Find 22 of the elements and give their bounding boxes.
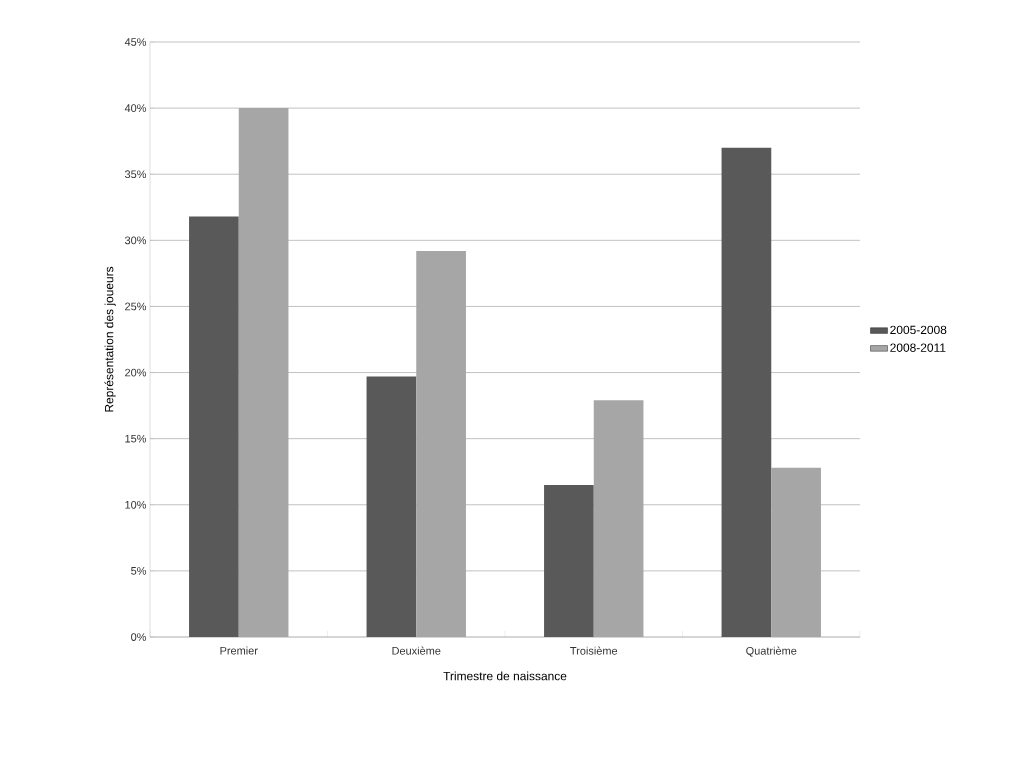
x-tick-label: Premier <box>220 646 258 655</box>
y-tick-label: 40% <box>124 104 147 112</box>
x-tick-label: Troisième <box>570 646 618 655</box>
y-tick-label: 20% <box>125 368 147 377</box>
bar <box>366 376 417 637</box>
y-axis-title: Représentation des joueurs <box>104 266 116 412</box>
y-tick-label: 10% <box>125 500 147 509</box>
y-tick-label: 0% <box>131 633 147 641</box>
y-tick-label: 15% <box>125 434 147 443</box>
bar <box>189 216 239 637</box>
y-tick-label: 45% <box>124 38 147 46</box>
bar <box>544 484 594 637</box>
legend-label: 2005-2008 <box>890 325 947 335</box>
x-axis-title: Trimestre de naissance <box>443 671 567 681</box>
legend-label: 2008-2011 <box>890 343 946 352</box>
x-tick-label: Deuxième <box>392 646 441 655</box>
x-tick-label: Quatrième <box>746 646 797 657</box>
y-tick-label: 35% <box>124 170 147 179</box>
bar <box>721 147 772 637</box>
y-tick-label: 5% <box>131 567 147 575</box>
y-tick-label: 30% <box>124 236 147 245</box>
y-tick-label: 25% <box>125 302 147 311</box>
